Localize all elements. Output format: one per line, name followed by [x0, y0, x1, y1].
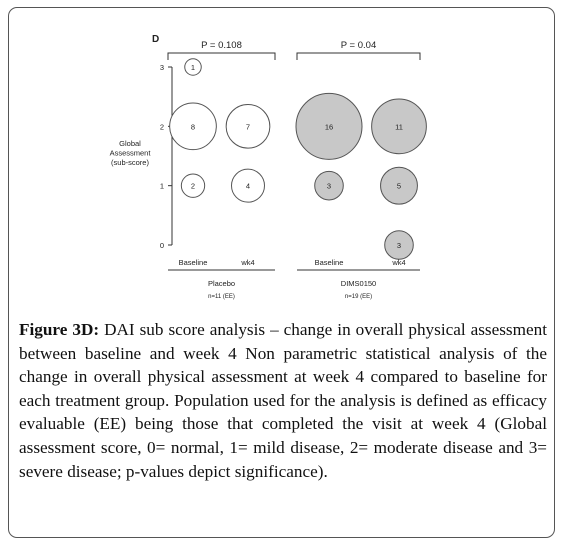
bubble-count-0-3: 7	[246, 122, 250, 131]
x-tick-label-1-0: Baseline	[315, 258, 344, 267]
bubble-count-1-3: 5	[397, 182, 401, 191]
bubble-0-3	[225, 104, 271, 149]
bubble-0-0	[184, 58, 202, 76]
bubble-count-1-1: 3	[327, 182, 331, 191]
figure-caption: Figure 3D: DAI sub score analysis – chan…	[19, 318, 547, 483]
y-axis-label-line-1: Global	[119, 139, 141, 148]
significance-bracket-1	[296, 52, 421, 60]
group-name-0: Placebo	[208, 279, 235, 288]
y-tick-label-3: 3	[160, 63, 164, 72]
bubble-1-4	[384, 230, 414, 260]
panel-label: D	[152, 34, 159, 45]
group-n-label-0: n=11 (EE)	[208, 294, 235, 300]
bubble-0-1	[169, 102, 217, 151]
bubble-1-0	[295, 92, 363, 160]
y-axis-label-line-2: Assessment	[110, 149, 152, 158]
x-tick-label-1-1: wk4	[391, 258, 405, 267]
x-tick-label-0-0: Baseline	[179, 258, 208, 267]
bubble-count-1-2: 11	[395, 122, 403, 131]
bubble-count-0-2: 2	[191, 182, 195, 191]
group-n-label-1: n=19 (EE)	[345, 294, 372, 300]
bubble-count-1-4: 3	[397, 241, 401, 250]
y-tick-label-0: 0	[160, 241, 164, 250]
bubble-count-0-4: 4	[246, 182, 250, 191]
group-name-1: DIMS0150	[341, 279, 376, 288]
bubble-1-1	[314, 170, 344, 201]
bubble-count-0-1: 8	[191, 122, 195, 131]
bubble-0-2	[180, 173, 206, 198]
significance-bracket-0	[167, 52, 276, 60]
bubble-0-4	[231, 168, 265, 203]
figure-frame	[8, 7, 555, 538]
p-value-label-0: P = 0.108	[201, 40, 242, 51]
bubble-count-0-0: 1	[191, 63, 195, 72]
y-axis-label-line-3: (sub-score)	[111, 158, 149, 167]
bubble-1-3	[380, 166, 418, 205]
caption-label: Figure 3D:	[19, 320, 100, 339]
bubble-1-2	[371, 98, 427, 155]
y-tick-label-1: 1	[160, 182, 164, 191]
x-tick-label-0-1: wk4	[240, 258, 254, 267]
caption-text: DAI sub score analysis – change in overa…	[19, 320, 547, 481]
y-tick-label-2: 2	[160, 122, 164, 131]
p-value-label-1: P = 0.04	[341, 40, 376, 51]
bubble-count-1-0: 16	[325, 122, 333, 131]
